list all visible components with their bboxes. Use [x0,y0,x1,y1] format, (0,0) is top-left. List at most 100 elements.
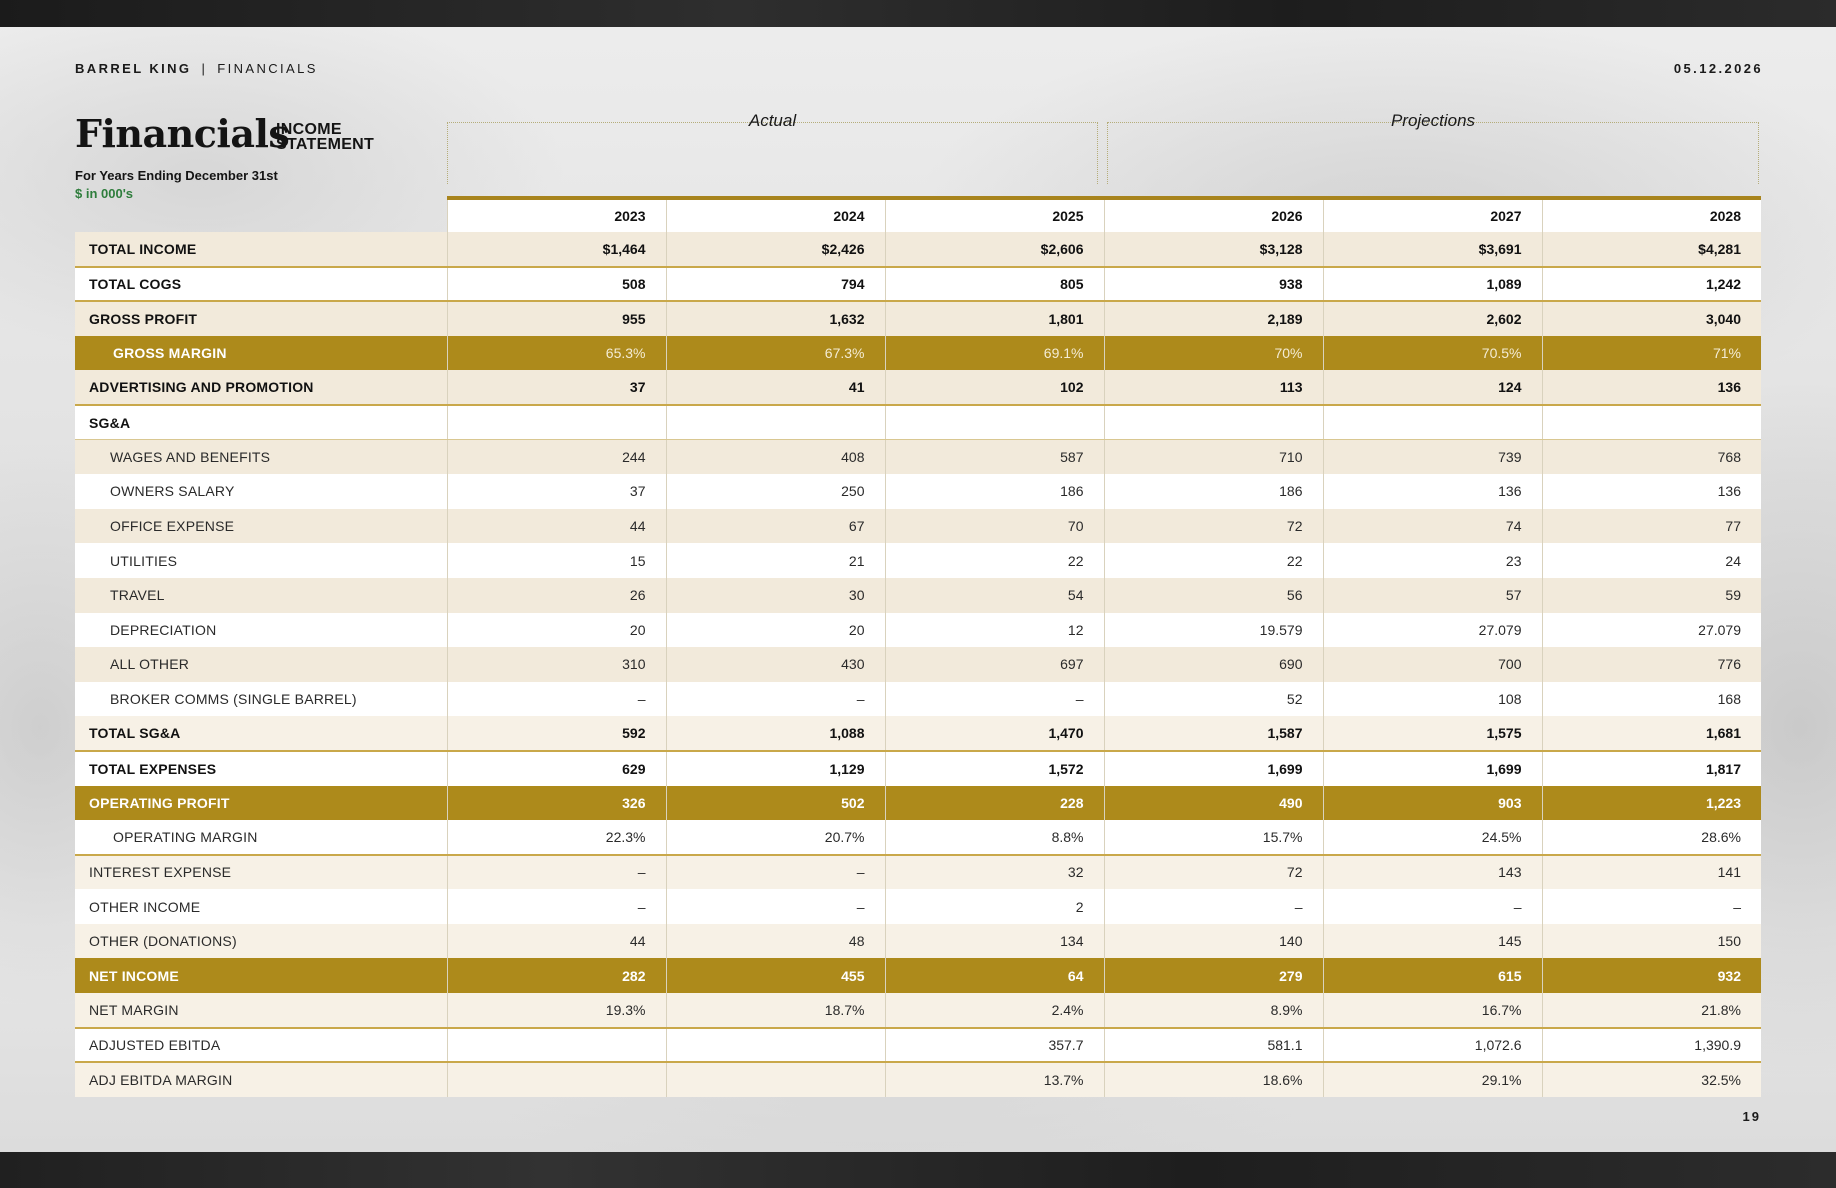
cell-2025: 22 [884,543,1104,578]
cell-2023: 22.3% [446,820,666,856]
year-header: 2027 [1322,196,1542,232]
table-row: UTILITIES 15 21 22 22 23 24 [75,543,1761,578]
cell-2028: 1,817 [1541,750,1761,786]
cell-2026: 690 [1103,647,1323,682]
table-row: TOTAL EXPENSES 629 1,129 1,572 1,699 1,699 1,8… [75,750,1761,786]
cell-2025: $2,606 [884,232,1104,268]
cell-2026: $3,128 [1103,232,1323,268]
cell-2025: 69.1% [884,335,1104,371]
cell-2023: 19.3% [446,993,666,1029]
cell-2025: 64 [884,958,1104,994]
row-label: OFFICE EXPENSE [75,508,447,544]
actual-group-bracket: Actual [447,111,1098,184]
cell-2026: 52 [1103,681,1323,717]
period-note: For Years Ending December 31st [75,168,278,183]
cell-2027: 145 [1322,923,1542,959]
cell-2024: 21 [665,543,885,578]
year-header: 2024 [665,196,885,232]
row-label: TOTAL COGS [75,266,447,303]
row-label: WAGES AND BENEFITS [75,439,447,475]
cell-2024: 20.7% [665,820,885,856]
cell-2023: – [446,854,666,890]
cell-2027: 27.079 [1322,612,1542,648]
cell-2028: 1,242 [1541,266,1761,303]
row-label: INTEREST EXPENSE [75,854,447,890]
cell-2027: 1,089 [1322,266,1542,303]
cell-2027: 1,699 [1322,750,1542,786]
cell-2025 [884,404,1104,441]
cell-2023: 44 [446,923,666,959]
table-row: NET INCOME 282 455 64 279 615 932 [75,958,1761,994]
cell-2024: 1,088 [665,716,885,752]
row-label: SG&A [75,404,447,441]
actual-group-label: Actual [748,111,797,130]
table-row: OPERATING PROFIT 326 502 228 490 903 1,223 [75,785,1761,821]
cell-2025: 587 [884,439,1104,475]
cell-2028: 21.8% [1541,993,1761,1029]
year-header: 2023 [446,196,666,232]
row-label: OTHER (DONATIONS) [75,923,447,959]
cell-2026: 186 [1103,474,1323,509]
cell-2026: 15.7% [1103,820,1323,856]
year-header-row: 2023 2024 2025 2026 2027 2028 [75,196,1761,232]
cell-2027: 1,575 [1322,716,1542,752]
cell-2024: 502 [665,785,885,821]
cell-2023: 310 [446,647,666,682]
cell-2027: 739 [1322,439,1542,475]
cell-2028: 27.079 [1541,612,1761,648]
cell-2027: 143 [1322,854,1542,890]
cell-2024: 455 [665,958,885,994]
cell-2026: 279 [1103,958,1323,994]
cell-2028: $4,281 [1541,232,1761,268]
cell-2028: 136 [1541,370,1761,406]
table-row: GROSS PROFIT 955 1,632 1,801 2,189 2,602 3,040 [75,301,1761,336]
table-body: TOTAL INCOME $1,464 $2,426 $2,606 $3,128 $3,6… [75,232,1761,1097]
cell-2025: 697 [884,647,1104,682]
report-date: 05.12.2026 [1673,61,1763,76]
cell-2028: 932 [1541,958,1761,994]
cell-2028: 32.5% [1541,1062,1761,1097]
income-statement-table: 2023 2024 2025 2026 2027 2028 TOTAL INCO… [75,196,1761,1097]
cell-2023: 629 [446,750,666,786]
cell-2023: 326 [446,785,666,821]
cell-2027: 2,602 [1322,301,1542,336]
row-label: TOTAL EXPENSES [75,750,447,786]
row-label: OTHER INCOME [75,889,447,924]
row-label: UTILITIES [75,543,447,578]
cell-2025: 54 [884,577,1104,613]
cell-2023: 508 [446,266,666,303]
cell-2027: – [1322,889,1542,924]
table-row: ADJUSTED EBITDA 357.7 581.1 1,072.6 1,390.9 [75,1027,1761,1064]
cell-2027 [1322,404,1542,441]
year-header: 2028 [1541,196,1761,232]
table-row: TOTAL SG&A 592 1,088 1,470 1,587 1,575 1,681 [75,716,1761,752]
cell-2025: 70 [884,508,1104,544]
cell-2028: 1,390.9 [1541,1027,1761,1064]
cell-2026: 938 [1103,266,1323,303]
cell-2023: 282 [446,958,666,994]
cell-2026: 70% [1103,335,1323,371]
row-label: ALL OTHER [75,647,447,682]
cell-2027: 1,072.6 [1322,1027,1542,1064]
cell-2024: 1,632 [665,301,885,336]
table-row: GROSS MARGIN 65.3% 67.3% 69.1% 70% 70.5% 71% [75,335,1761,371]
table-row: NET MARGIN 19.3% 18.7% 2.4% 8.9% 16.7% 21.8% [75,993,1761,1029]
row-label: GROSS MARGIN [75,335,447,371]
cell-2023: 244 [446,439,666,475]
row-label: ADJUSTED EBITDA [75,1027,447,1064]
cell-2028: 3,040 [1541,301,1761,336]
slide-page: BARREL KING | FINANCIALS 05.12.2026 Financ… [0,27,1836,1152]
cell-2025: 102 [884,370,1104,406]
cell-2024: 20 [665,612,885,648]
cell-2028: 768 [1541,439,1761,475]
cell-2024: – [665,681,885,717]
cell-2023: 955 [446,301,666,336]
cell-2024: 30 [665,577,885,613]
table-row: OWNERS SALARY 37 250 186 186 136 136 [75,474,1761,509]
table-row: SG&A [75,404,1761,441]
bottom-border [0,1152,1836,1188]
cell-2024 [665,1027,885,1064]
cell-2024: 18.7% [665,993,885,1029]
cell-2026: 19.579 [1103,612,1323,648]
table-row: DEPRECIATION 20 20 12 19.579 27.079 27.079 [75,612,1761,648]
